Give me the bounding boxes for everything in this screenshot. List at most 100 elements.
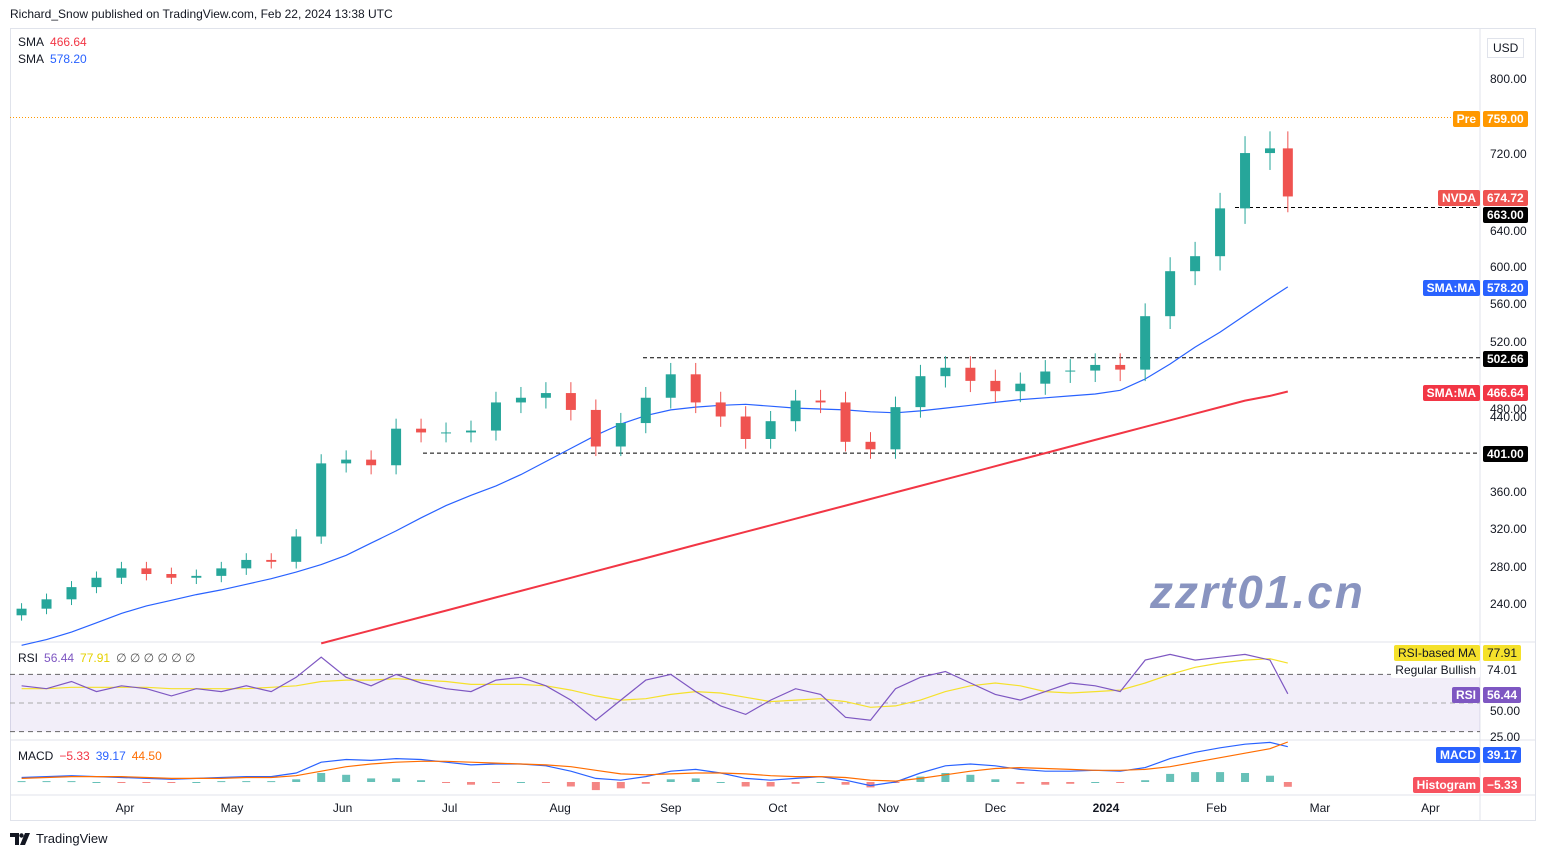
signal-value: 44.50 (131, 749, 162, 763)
candle-body (1190, 256, 1201, 272)
brand-name: TradingView (36, 831, 108, 846)
rsi-level-50: 50.00 (1490, 704, 1521, 718)
macd-histogram-bar (816, 782, 825, 783)
candle-body (590, 409, 601, 447)
macd-histogram-bar (342, 774, 351, 782)
sma-value: 578.20 (50, 52, 87, 66)
candle-body (191, 575, 202, 578)
macd-histogram-bar (916, 776, 925, 782)
sma50-line (21, 286, 1289, 646)
candle-body (690, 374, 701, 403)
candle-body (940, 367, 951, 377)
candle-body (740, 416, 751, 439)
macd-histogram-bar (192, 782, 201, 783)
macd-histogram-bar (417, 780, 426, 782)
macd-histogram-bar (691, 778, 700, 782)
rsi-line (21, 653, 1289, 721)
chart-frame (10, 28, 1536, 821)
price-tick: 280.00 (1490, 559, 1527, 574)
candle-body (865, 441, 876, 450)
price-tick: 800.00 (1490, 72, 1527, 86)
time-tick: Mar (1309, 801, 1331, 815)
candle-body (1240, 153, 1251, 209)
macd-histogram-bar (866, 782, 875, 788)
candle-body (291, 536, 302, 562)
macd-histogram-bar (392, 778, 401, 782)
macd-histogram-bar (791, 782, 800, 784)
candle-body (1140, 316, 1151, 370)
sma-label: SMA (18, 35, 45, 49)
time-tick: Dec (984, 801, 1007, 815)
signal-line (21, 741, 1289, 782)
tradingview-logo[interactable]: TradingView (10, 831, 108, 846)
regular-bullish-value: 74.01 (1487, 663, 1518, 677)
rsi-legend[interactable]: RSI 56.44 77.91 ∅ ∅ ∅ ∅ ∅ ∅ (18, 651, 201, 665)
price-tick: 320.00 (1490, 522, 1527, 536)
time-tick: Jun (332, 801, 353, 815)
macd-histogram-bar (941, 773, 950, 782)
macd-histogram-bar (1191, 772, 1200, 782)
time-tick: Oct (768, 801, 788, 815)
rsi-price: 56.44 (1483, 687, 1522, 703)
macd-histogram-bar (1216, 772, 1225, 782)
rsi-ma-price: 77.91 (1483, 645, 1522, 661)
price-tick: 360.00 (1490, 484, 1527, 499)
macd-histogram-bar (641, 782, 650, 784)
price-tick: 440.00 (1490, 409, 1527, 424)
publisher-info: Richard_Snow published on TradingView.co… (10, 7, 393, 21)
candle-body (465, 430, 476, 433)
macd-histogram-bar (591, 782, 600, 791)
macd-label: MACD (18, 749, 54, 763)
candle-body (1282, 148, 1293, 197)
time-tick: Sep (660, 801, 682, 815)
time-tick: Aug (549, 801, 571, 815)
macd-histogram-bar (1141, 780, 1150, 782)
nvda-price: 674.72 (1483, 190, 1528, 206)
candle-body (540, 393, 551, 398)
macd-histogram-bar (1116, 782, 1125, 783)
macd-histogram-bar (217, 781, 226, 783)
sma200-line (320, 390, 1289, 645)
macd-histogram-bar (117, 782, 126, 783)
macd-histogram-bar (42, 781, 51, 783)
rsi-label: RSI (18, 651, 39, 665)
histogram-tag: Histogram (1412, 777, 1480, 793)
sma50-legend[interactable]: SMA 578.20 (18, 52, 93, 66)
candle-body (1165, 271, 1176, 317)
currency-button[interactable]: USD (1487, 38, 1525, 58)
macd-histogram-bar (1041, 782, 1050, 785)
rsi-tag: RSI (1451, 687, 1480, 703)
candle-body (665, 374, 676, 398)
candle-body (615, 423, 626, 447)
candle-body (640, 397, 651, 424)
candle-body (66, 587, 77, 600)
macd-histogram-bar (317, 773, 326, 782)
candle-body (366, 459, 377, 466)
macd-histogram-bar (741, 782, 750, 787)
macd-histogram-bar (616, 782, 625, 789)
macd-histogram-bar (966, 774, 975, 782)
candle-body (815, 400, 826, 403)
histogram-price: −5.33 (1483, 777, 1522, 793)
candle-body (1015, 383, 1026, 392)
sma-label: SMA (18, 52, 45, 66)
time-tick: May (220, 801, 244, 815)
candle-body (1215, 208, 1226, 257)
sma200-legend[interactable]: SMA 466.64 (18, 35, 93, 49)
rsi-extras: ∅ ∅ ∅ ∅ ∅ ∅ (116, 651, 196, 665)
macd-histogram-bar (267, 781, 276, 783)
macd-histogram-bar (442, 782, 451, 783)
sma-value: 466.64 (50, 35, 87, 49)
price-tick: 720.00 (1490, 147, 1527, 161)
level-663: 663.00 (1483, 207, 1528, 223)
candle-body (116, 568, 127, 578)
candle-body (490, 402, 501, 431)
candle-body (266, 559, 277, 562)
candle-body (41, 599, 52, 609)
time-tick: Feb (1206, 801, 1227, 815)
macd-legend[interactable]: MACD −5.33 39.17 44.50 (18, 749, 168, 763)
regular-bullish-tag: Regular Bullish (1391, 662, 1480, 678)
time-tick: Jul (441, 801, 458, 815)
sma200-price: 466.64 (1483, 385, 1528, 401)
